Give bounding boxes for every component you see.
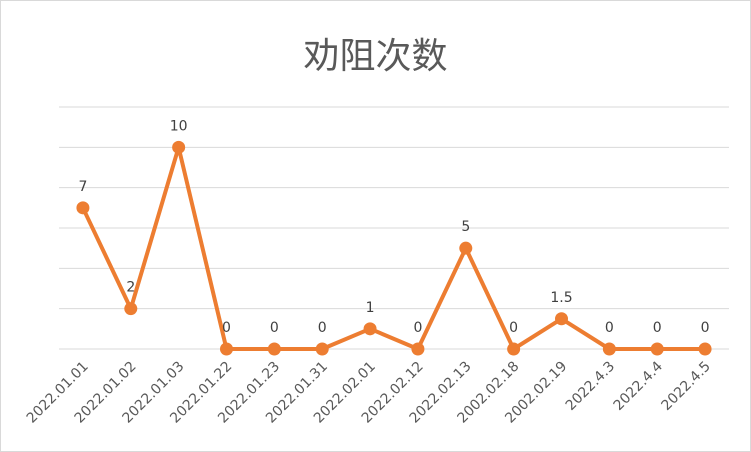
- x-tick-label: 2022.4.5: [659, 359, 714, 414]
- data-point: [459, 241, 473, 255]
- series-line: [81, 145, 706, 351]
- series-line-path: [81, 145, 706, 351]
- data-point: [220, 342, 233, 356]
- data-point: [267, 342, 281, 356]
- data-points: [76, 140, 712, 356]
- data-point: [555, 312, 568, 326]
- data-label: 2: [126, 280, 135, 296]
- data-point: [315, 342, 329, 356]
- data-point: [698, 342, 712, 356]
- data-point: [507, 342, 521, 356]
- data-label: 1.5: [550, 290, 572, 306]
- data-label: 0: [270, 320, 279, 336]
- data-label: 7: [78, 179, 87, 195]
- data-label: 0: [605, 320, 614, 336]
- data-label: 0: [318, 320, 327, 336]
- x-tick-label: 2022.4.3: [563, 359, 618, 414]
- data-point: [76, 201, 90, 215]
- x-axis-ticks: 2022.01.012022.01.022022.01.032022.01.22…: [24, 358, 714, 426]
- data-point: [411, 342, 425, 356]
- chart-title: 劝阻次数: [303, 36, 448, 77]
- data-point: [363, 322, 377, 336]
- data-point: [602, 342, 616, 356]
- data-label: 1: [366, 300, 375, 316]
- data-point: [124, 302, 138, 316]
- data-label: 0: [222, 320, 231, 336]
- x-tick-label: 2022.4.4: [611, 358, 666, 413]
- data-label: 5: [461, 219, 470, 235]
- data-point: [650, 342, 664, 356]
- gridlines: [59, 106, 729, 350]
- data-label: 0: [701, 320, 710, 336]
- data-label: 0: [509, 320, 518, 336]
- data-label: 0: [653, 320, 662, 336]
- data-point: [172, 140, 186, 154]
- data-label: 10: [170, 118, 188, 134]
- data-label: 0: [413, 320, 422, 336]
